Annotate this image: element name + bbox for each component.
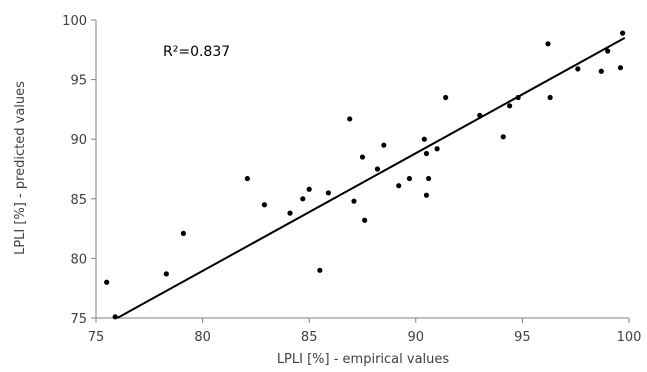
- data-point: [425, 175, 432, 182]
- data-point: [317, 267, 323, 273]
- data-point: [244, 175, 250, 182]
- y-tick-label: 90: [70, 133, 87, 148]
- data-point: [325, 190, 331, 196]
- data-point: [104, 279, 110, 285]
- data-point: [477, 112, 483, 118]
- data-point: [381, 142, 387, 148]
- data-points: [104, 30, 626, 320]
- y-tick-label: 85: [70, 193, 87, 208]
- y-axis-title: LPLI [%] - predicted values: [13, 81, 28, 255]
- r-squared-annotation: R²=0.837: [163, 44, 230, 60]
- x-axis-title: LPLI [%] - empirical values: [277, 352, 450, 367]
- data-point: [351, 198, 357, 204]
- trendline-group: [116, 37, 626, 319]
- data-point: [180, 230, 187, 236]
- data-point: [605, 48, 611, 54]
- data-point: [261, 202, 268, 208]
- data-point: [163, 271, 169, 277]
- data-point: [507, 103, 513, 109]
- x-tick-label: 90: [408, 330, 425, 345]
- x-tick-label: 80: [194, 330, 211, 345]
- x-tick-labels: 75 80 85 90 95 100: [88, 330, 642, 345]
- data-point: [598, 68, 604, 74]
- data-point: [374, 166, 381, 172]
- data-point: [300, 196, 306, 202]
- data-point: [547, 94, 553, 101]
- data-point: [545, 41, 551, 47]
- data-point: [406, 175, 413, 182]
- data-point: [575, 66, 581, 72]
- data-point: [620, 30, 626, 36]
- x-tick-label: 85: [301, 330, 318, 345]
- data-point: [396, 183, 402, 189]
- data-point: [421, 136, 427, 142]
- data-point: [362, 217, 368, 223]
- data-point: [112, 314, 118, 320]
- data-point: [287, 210, 293, 216]
- data-point: [434, 146, 440, 152]
- data-point: [443, 94, 449, 101]
- y-tick-label: 100: [62, 14, 87, 29]
- y-tick-label: 95: [70, 74, 87, 89]
- data-point: [515, 94, 521, 101]
- x-tick-label: 95: [514, 330, 531, 345]
- trendline: [116, 37, 626, 319]
- data-point: [423, 192, 430, 198]
- data-point: [423, 150, 430, 157]
- data-point: [359, 154, 366, 160]
- data-point: [306, 186, 312, 192]
- data-point: [347, 116, 353, 122]
- data-point: [617, 65, 624, 71]
- axes: [91, 19, 630, 323]
- y-tick-label: 80: [70, 252, 87, 267]
- x-tick-label: 100: [617, 330, 642, 345]
- y-tick-label: 75: [70, 312, 87, 327]
- y-tick-labels: 75 80 85 90 95 100: [62, 14, 87, 327]
- x-tick-label: 75: [88, 330, 105, 345]
- data-point: [500, 134, 506, 140]
